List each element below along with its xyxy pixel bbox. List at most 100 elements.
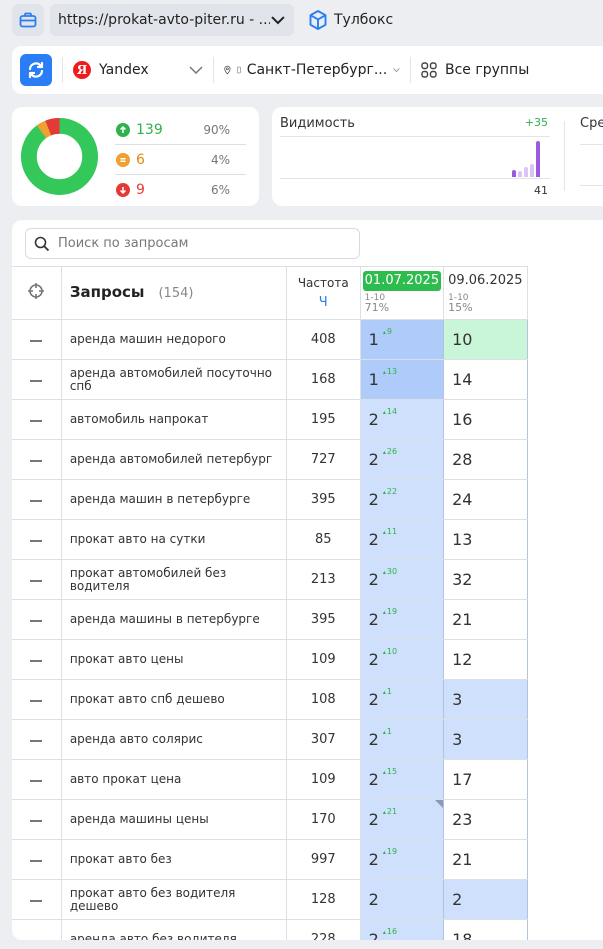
query-cell[interactable]: аренда автомобилей петербург <box>60 439 287 480</box>
position-previous-cell[interactable]: 3 <box>443 679 528 720</box>
query-cell[interactable]: прокат авто на сутки <box>60 519 287 560</box>
table-row[interactable]: аренда машин в петербурге 395 222 24 <box>12 479 603 520</box>
position-previous-cell[interactable]: 24 <box>443 479 528 520</box>
table-row[interactable]: аренда машин недорого 408 19 10 <box>12 319 603 360</box>
query-cell[interactable]: прокат авто цены <box>60 639 287 680</box>
row-status-cell[interactable] <box>12 519 62 560</box>
position-previous-cell[interactable]: 32 <box>443 559 528 600</box>
distribution-down-row[interactable]: 9 6% <box>115 175 246 205</box>
row-status-cell[interactable] <box>12 559 62 600</box>
table-row[interactable]: прокат автомобилей без водителя 213 230 … <box>12 559 603 600</box>
toolbox-link[interactable]: Тулбокс <box>308 9 393 31</box>
query-cell[interactable]: аренда авто солярис <box>60 719 287 760</box>
table-row[interactable]: аренда автомобилей петербург 727 2 26 28 <box>12 439 603 480</box>
position-previous-cell[interactable]: 13 <box>443 519 528 560</box>
position-previous-cell[interactable]: 23 <box>443 799 528 840</box>
table-row[interactable]: автомобиль напрокат 195 2 14 16 <box>12 399 603 440</box>
row-status-cell[interactable] <box>12 359 62 400</box>
query-cell[interactable]: аренда машин в петербурге <box>60 479 287 520</box>
query-cell[interactable]: аренда машины цены <box>60 799 287 840</box>
position-previous-cell[interactable]: 17 <box>443 759 528 800</box>
table-row[interactable]: аренда автомобилей посуточно спб 168 1 13… <box>12 359 603 400</box>
distribution-up-row[interactable]: 139 90% <box>115 115 246 145</box>
position-current-cell[interactable]: 2 11 <box>359 519 445 560</box>
position-current-cell[interactable]: 2 16 <box>359 919 445 940</box>
position-current-cell[interactable]: 2 10 <box>359 639 445 680</box>
query-cell[interactable]: аренда авто без водителя <box>60 919 287 940</box>
query-cell[interactable]: автомобиль напрокат <box>60 399 287 440</box>
table-row[interactable]: прокат авто цены 109 2 10 12 <box>12 639 603 680</box>
position-previous-cell[interactable]: 18 <box>443 919 528 940</box>
row-status-cell[interactable] <box>12 759 62 800</box>
query-cell[interactable]: аренда машины в петербурге <box>60 599 287 640</box>
row-status-cell[interactable] <box>12 719 62 760</box>
table-row[interactable]: аренда машины в петербурге 395 2 19 21 <box>12 599 603 640</box>
position-current-cell[interactable]: 2 21 <box>359 799 445 840</box>
position-previous-cell[interactable]: 12 <box>443 639 528 680</box>
query-cell[interactable]: аренда машин недорого <box>60 319 287 360</box>
search-input[interactable] <box>58 236 338 251</box>
row-status-cell[interactable] <box>12 599 62 640</box>
project-button[interactable] <box>12 4 44 36</box>
position-current-cell[interactable]: 21 <box>359 719 445 760</box>
position-current-cell[interactable]: 222 <box>359 479 445 520</box>
query-cell[interactable]: аренда автомобилей посуточно спб <box>60 359 287 400</box>
position-previous-cell[interactable]: 10 <box>443 319 528 360</box>
position-current-cell[interactable]: 2 30 <box>359 559 445 600</box>
row-status-cell[interactable] <box>12 479 62 520</box>
query-cell[interactable]: прокат автомобилей без водителя <box>60 559 287 600</box>
row-status-cell[interactable] <box>12 879 62 920</box>
table-row[interactable]: аренда машины цены 170 2 21 23 <box>12 799 603 840</box>
position-current-cell[interactable]: 21 <box>359 679 445 720</box>
filter-bar: Я Yandex Санкт-Петербург... Все группы <box>12 46 603 94</box>
position-previous-cell[interactable]: 3 <box>443 719 528 760</box>
refresh-button[interactable] <box>20 54 52 86</box>
date-column-header-previous[interactable]: 09.06.2025 1-10 15% <box>443 266 528 320</box>
row-status-cell[interactable] <box>12 799 62 840</box>
row-status-cell[interactable] <box>12 439 62 480</box>
frequency-type[interactable]: Ч <box>318 295 328 310</box>
table-row[interactable]: аренда авто солярис 307 21 3 <box>12 719 603 760</box>
queries-column-header[interactable]: Запросы (154) <box>60 266 287 320</box>
table-row[interactable]: прокат авто без 997 2 19 21 <box>12 839 603 880</box>
position-value: 2 <box>368 530 379 549</box>
row-status-cell[interactable] <box>12 919 62 940</box>
position-current-cell[interactable]: 2 19 <box>359 599 445 640</box>
position-previous-cell[interactable]: 16 <box>443 399 528 440</box>
position-current-cell[interactable]: 2 26 <box>359 439 445 480</box>
table-row[interactable]: аренда авто без водителя 228 2 16 18 <box>12 919 603 940</box>
row-status-cell[interactable] <box>12 639 62 680</box>
position-current-cell[interactable]: 2 19 <box>359 839 445 880</box>
table-row[interactable]: прокат авто на сутки 85 2 11 13 <box>12 519 603 560</box>
position-current-cell[interactable]: 1 13 <box>359 359 445 400</box>
target-column-header[interactable] <box>12 266 62 320</box>
site-select[interactable]: https://prokat-avto-piter.ru - ... <box>50 4 294 36</box>
position-previous-cell[interactable]: 2 <box>443 879 528 920</box>
table-row[interactable]: авто прокат цена 109 2 15 17 <box>12 759 603 800</box>
distribution-same-row[interactable]: 6 4% <box>115 145 246 175</box>
position-current-cell[interactable]: 19 <box>359 319 445 360</box>
position-previous-cell[interactable]: 21 <box>443 599 528 640</box>
row-status-cell[interactable] <box>12 399 62 440</box>
query-cell[interactable]: авто прокат цена <box>60 759 287 800</box>
table-row[interactable]: прокат авто спб дешево 108 21 3 <box>12 679 603 720</box>
position-current-cell[interactable]: 2 15 <box>359 759 445 800</box>
groups-select[interactable]: Все группы <box>421 62 529 78</box>
position-previous-cell[interactable]: 28 <box>443 439 528 480</box>
row-status-cell[interactable] <box>12 839 62 880</box>
query-cell[interactable]: прокат авто спб дешево <box>60 679 287 720</box>
region-select[interactable]: Санкт-Петербург... <box>224 61 400 79</box>
date-column-header-current[interactable]: 01.07.2025 1-10 71% <box>359 266 445 320</box>
search-engine-select[interactable]: Я Yandex <box>73 61 203 79</box>
query-cell[interactable]: прокат авто без водителя дешево <box>60 879 287 920</box>
position-previous-cell[interactable]: 14 <box>443 359 528 400</box>
row-status-cell[interactable] <box>12 319 62 360</box>
query-search[interactable] <box>25 228 360 259</box>
row-status-cell[interactable] <box>12 679 62 720</box>
position-current-cell[interactable]: 2 <box>359 879 445 920</box>
position-current-cell[interactable]: 2 14 <box>359 399 445 440</box>
query-cell[interactable]: прокат авто без <box>60 839 287 880</box>
table-row[interactable]: прокат авто без водителя дешево 128 2 2 <box>12 879 603 920</box>
frequency-column-header[interactable]: Частота Ч <box>285 266 361 320</box>
position-previous-cell[interactable]: 21 <box>443 839 528 880</box>
